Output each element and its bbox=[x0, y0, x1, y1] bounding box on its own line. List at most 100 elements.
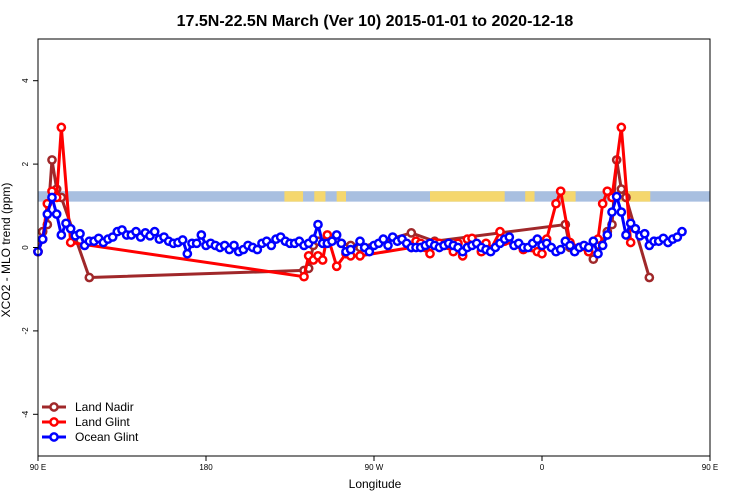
land-segment bbox=[336, 191, 346, 202]
series-layer bbox=[33, 122, 687, 283]
x-axis: 90 E 180 90 W 0 90 E bbox=[30, 456, 718, 472]
data-point bbox=[597, 198, 608, 209]
legend-item: Ocean Glint bbox=[42, 430, 139, 444]
legend-item: Land Nadir bbox=[42, 400, 134, 414]
land-segment bbox=[430, 191, 505, 202]
data-point bbox=[532, 234, 543, 245]
land-segment bbox=[620, 191, 651, 202]
data-point bbox=[313, 219, 323, 230]
data-point bbox=[345, 244, 356, 255]
data-point bbox=[37, 234, 48, 245]
data-point bbox=[182, 248, 193, 259]
data-point bbox=[331, 261, 342, 272]
x-axis-label: Longitude bbox=[349, 477, 402, 491]
legend-marker bbox=[49, 432, 59, 442]
data-point bbox=[504, 232, 515, 242]
data-point bbox=[229, 240, 239, 251]
data-point bbox=[621, 230, 631, 240]
data-point bbox=[47, 155, 57, 165]
data-point bbox=[602, 186, 613, 197]
data-point bbox=[327, 236, 337, 247]
data-point bbox=[364, 246, 375, 257]
land-segment bbox=[525, 191, 535, 202]
x-tick-label: 90 E bbox=[702, 463, 718, 472]
data-point bbox=[406, 228, 417, 238]
data-point bbox=[355, 250, 365, 261]
data-point bbox=[630, 223, 641, 234]
data-point bbox=[355, 236, 365, 247]
data-point bbox=[65, 223, 76, 234]
data-point bbox=[616, 122, 627, 133]
data-point bbox=[65, 237, 76, 248]
data-point bbox=[56, 122, 67, 133]
legend-item: Land Glint bbox=[42, 415, 130, 429]
x-tick-label: 0 bbox=[540, 463, 545, 472]
data-point bbox=[583, 242, 594, 253]
legend-marker bbox=[49, 417, 59, 427]
data-point bbox=[56, 230, 67, 240]
land-segment bbox=[284, 191, 304, 202]
y-tick-label: 0 bbox=[21, 245, 30, 250]
data-point bbox=[555, 244, 566, 255]
data-point bbox=[644, 272, 655, 283]
x-tick-label: 90 W bbox=[365, 463, 384, 472]
series-land-nadir bbox=[33, 155, 655, 283]
data-point bbox=[378, 234, 389, 245]
legend-label: Land Nadir bbox=[75, 400, 134, 414]
data-point bbox=[308, 234, 319, 245]
data-point bbox=[299, 271, 309, 282]
data-point bbox=[47, 192, 57, 203]
data-point bbox=[593, 248, 603, 259]
legend-label: Land Glint bbox=[75, 415, 130, 429]
y-axis-label: XCO2 - MLO trend (ppm) bbox=[0, 183, 13, 318]
data-point bbox=[196, 230, 207, 240]
data-point bbox=[266, 240, 277, 251]
data-point bbox=[677, 226, 687, 237]
data-point bbox=[42, 209, 53, 219]
land-mask bbox=[38, 191, 710, 202]
data-point bbox=[425, 248, 435, 259]
y-tick-label: -4 bbox=[21, 410, 30, 418]
data-point bbox=[551, 198, 561, 209]
data-point bbox=[565, 240, 575, 251]
legend-marker bbox=[49, 402, 59, 412]
data-point bbox=[75, 228, 85, 239]
data-point bbox=[252, 244, 263, 255]
y-tick-label: 4 bbox=[21, 78, 30, 83]
data-point bbox=[607, 207, 617, 217]
data-point bbox=[177, 235, 188, 245]
chart-title: 17.5N-22.5N March (Ver 10) 2015-01-01 to… bbox=[177, 13, 574, 30]
data-point bbox=[616, 207, 627, 217]
data-point bbox=[149, 226, 160, 237]
data-point bbox=[555, 186, 566, 197]
data-point bbox=[625, 237, 636, 248]
data-point bbox=[336, 238, 347, 249]
series-line bbox=[36, 158, 651, 280]
data-point bbox=[611, 191, 622, 202]
x-tick-label: 180 bbox=[199, 463, 213, 472]
y-axis: -4 -2 0 2 4 bbox=[21, 78, 38, 418]
series-ocean-glint bbox=[33, 191, 687, 259]
data-point bbox=[191, 238, 202, 249]
data-point bbox=[317, 255, 328, 265]
legend-label: Ocean Glint bbox=[75, 430, 139, 444]
y-tick-label: -2 bbox=[21, 327, 30, 335]
data-point bbox=[602, 230, 613, 240]
x-tick-label: 90 E bbox=[30, 463, 46, 472]
land-segment bbox=[314, 191, 326, 202]
series-land-glint bbox=[33, 122, 636, 282]
data-point bbox=[597, 240, 608, 251]
land-segment bbox=[562, 191, 576, 202]
data-point bbox=[51, 209, 62, 219]
ocean-band bbox=[38, 191, 710, 202]
data-point bbox=[84, 272, 95, 283]
data-point bbox=[616, 184, 627, 194]
data-point bbox=[495, 226, 505, 237]
y-tick-label: 2 bbox=[21, 161, 30, 166]
data-point bbox=[639, 228, 650, 239]
data-point bbox=[588, 236, 599, 247]
data-point bbox=[383, 240, 393, 251]
data-point bbox=[537, 248, 547, 259]
